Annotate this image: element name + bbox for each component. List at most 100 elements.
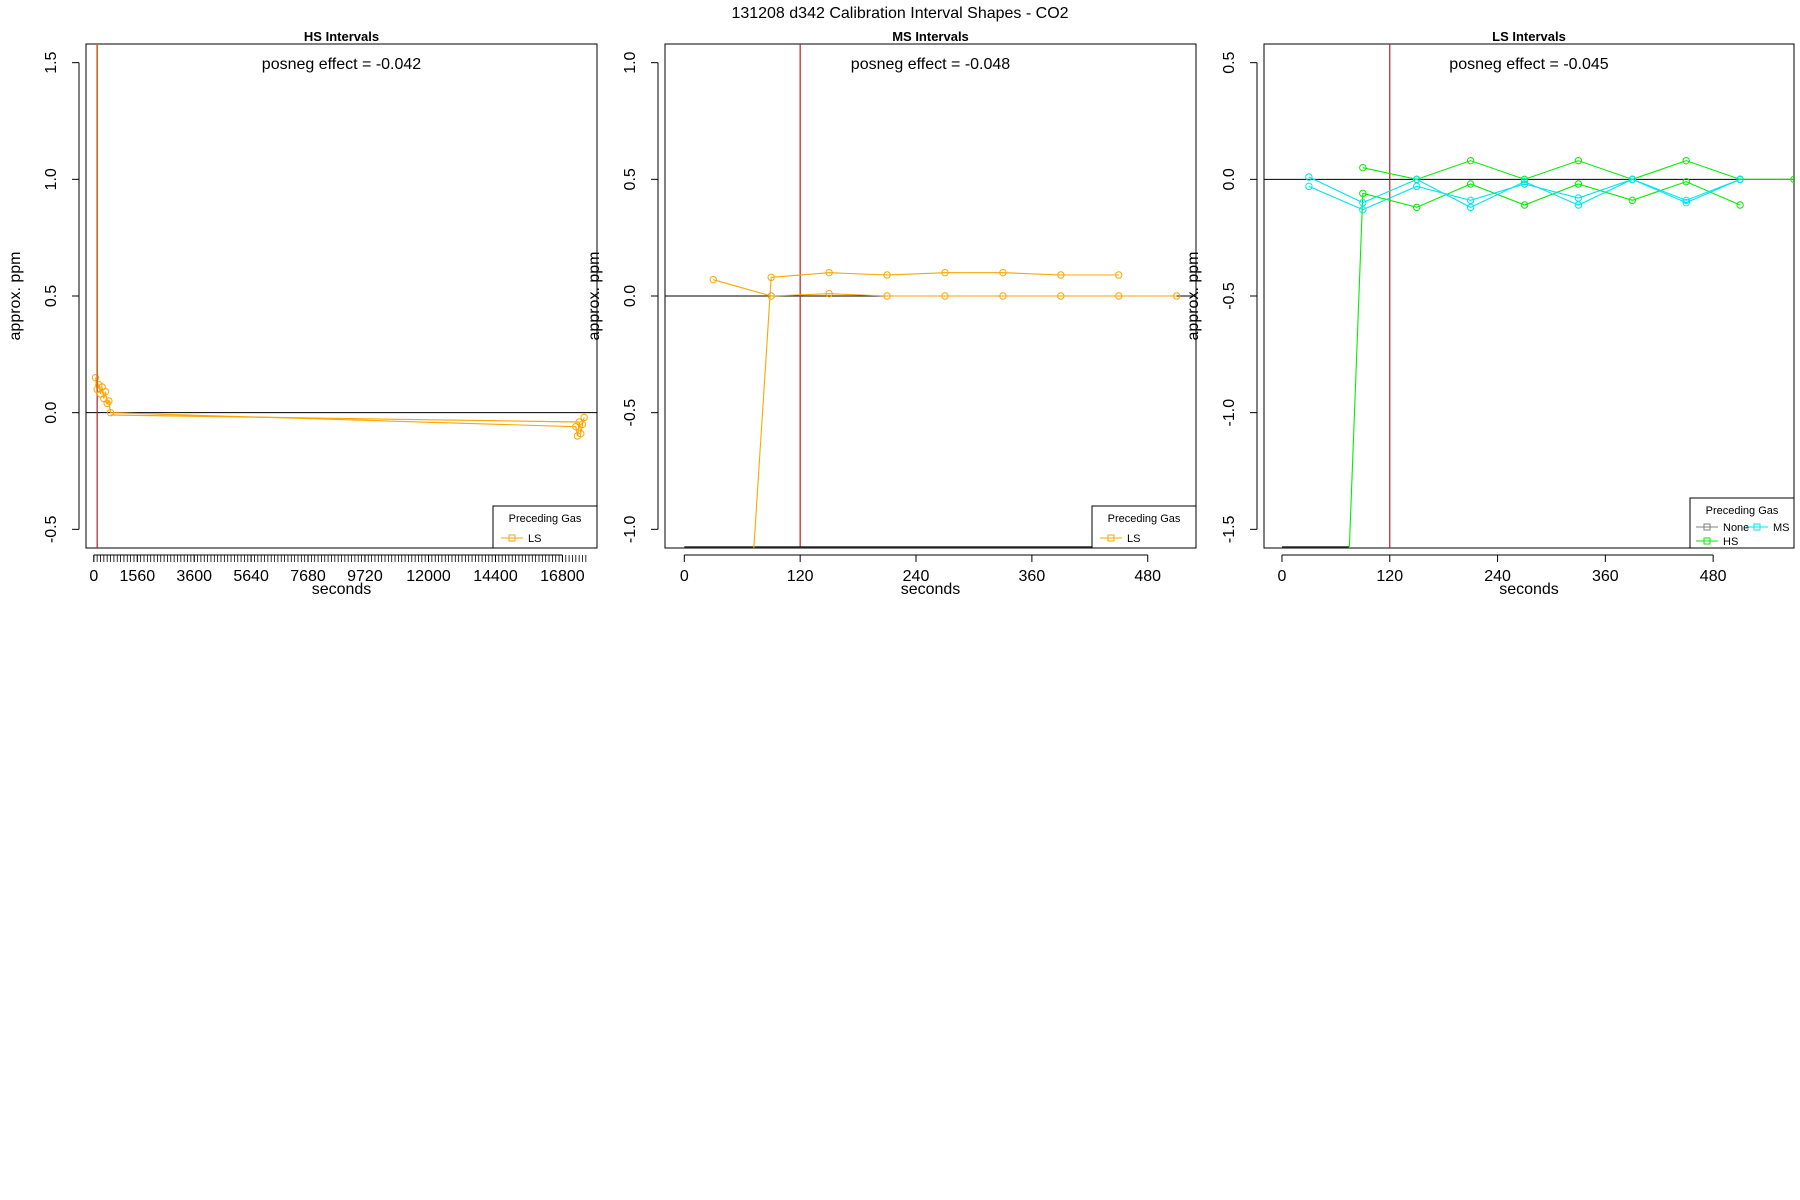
series-line — [1308, 178, 1741, 211]
data-point — [1466, 180, 1475, 188]
x-axis-label: seconds — [1499, 581, 1559, 598]
x-tick-label: 240 — [903, 568, 930, 585]
x-tick-label: 12000 — [406, 568, 451, 585]
y-tick-label: 0.0 — [1221, 168, 1238, 190]
data-point — [103, 399, 111, 408]
x-tick-label: 16800 — [540, 568, 585, 585]
y-tick-label: -0.5 — [43, 515, 60, 543]
y-tick-label: -0.5 — [1221, 282, 1238, 310]
series-jump-line — [753, 277, 772, 548]
data-point — [1466, 156, 1475, 165]
legend: Preceding Gas LS — [492, 505, 598, 549]
data-point — [767, 292, 775, 300]
legend-box — [1689, 497, 1795, 549]
data-point — [1682, 156, 1690, 165]
data-point — [941, 268, 949, 277]
x-tick-label: 240 — [1484, 568, 1511, 585]
data-point — [1790, 175, 1794, 184]
data-point — [1172, 292, 1181, 300]
data-point — [1628, 175, 1637, 184]
x-tick-label: 120 — [787, 568, 814, 585]
x-tick-label: 120 — [1376, 568, 1403, 585]
legend-label-hs: HS — [1723, 536, 1738, 548]
x-axis: 0 1560 3600 5640 7680 9720 12000 14400 16800 — [89, 554, 587, 585]
posneg-annotation: posneg effect = -0.042 — [262, 56, 421, 73]
x-tick-label: 9720 — [347, 568, 383, 585]
data-point — [578, 420, 587, 429]
plot-frame — [1263, 43, 1795, 549]
y-axis-label: approx. ppm — [1185, 252, 1202, 341]
y-axis: -1.5 -1.0 -0.5 0.0 0.5 — [1221, 51, 1258, 543]
data-point — [1574, 194, 1583, 202]
x-tick-label: 360 — [1019, 568, 1046, 585]
data-point — [1682, 198, 1690, 207]
x-axis: 0 120 240 360 480 — [1278, 554, 1727, 585]
x-tick-label: 1560 — [120, 568, 156, 585]
data-point — [1574, 156, 1583, 165]
legend-label-none: None — [1723, 522, 1749, 534]
figure-title: 131208 d342 Calibration Interval Shapes … — [731, 5, 1068, 22]
data-point — [577, 429, 585, 438]
data-layer — [1264, 44, 1794, 548]
y-tick-label: -0.5 — [622, 399, 639, 427]
data-point — [1057, 271, 1065, 279]
legend-marker-ls — [1107, 534, 1115, 542]
data-point — [1413, 203, 1421, 212]
data-point — [105, 397, 113, 405]
series-line — [771, 272, 1119, 278]
legend-label-ls: LS — [528, 533, 541, 545]
x-tick-label: 7680 — [290, 568, 326, 585]
series-line — [1362, 160, 1794, 180]
x-axis: 0 120 240 360 480 — [680, 554, 1161, 585]
plot-frame — [85, 43, 598, 549]
data-point — [709, 275, 717, 284]
data-point — [580, 413, 588, 422]
x-tick-label: 480 — [1700, 568, 1727, 585]
panel-title: LS Intervals — [1492, 29, 1566, 44]
data-point — [1359, 163, 1367, 172]
data-point — [999, 268, 1007, 277]
legend-marker-ms — [1753, 523, 1761, 531]
y-tick-label: -1.0 — [1221, 399, 1238, 427]
posneg-annotation: posneg effect = -0.045 — [1449, 56, 1608, 73]
legend: Preceding Gas LS — [1091, 505, 1197, 549]
legend-title: Preceding Gas — [1706, 505, 1779, 517]
panel-title: HS Intervals — [304, 29, 379, 44]
data-layer — [665, 44, 1196, 548]
y-axis: -1.0 -0.5 0.0 0.5 1.0 — [622, 51, 659, 543]
data-point — [1520, 201, 1529, 209]
data-point — [1305, 182, 1313, 191]
y-tick-label: 1.5 — [43, 51, 60, 73]
data-point — [91, 373, 100, 382]
data-point — [1736, 175, 1744, 184]
legend: Preceding Gas None MS HS — [1689, 497, 1795, 549]
data-point — [883, 292, 891, 300]
series-line — [1362, 181, 1741, 208]
y-tick-label: 0.0 — [622, 285, 639, 307]
legend-marker-hs — [1703, 537, 1711, 545]
x-tick-label: 3600 — [176, 568, 212, 585]
data-point — [1115, 292, 1123, 300]
panel-ls-intervals: LS Intervals posneg effect = -0.045 second… — [1185, 29, 1795, 598]
legend-label-ms: MS — [1773, 522, 1790, 534]
legend-marker-none — [1703, 523, 1711, 531]
x-tick-label: 0 — [89, 568, 98, 585]
data-point — [1359, 198, 1367, 207]
series-line — [94, 377, 585, 437]
data-point — [1466, 203, 1475, 212]
series-connector-line — [110, 414, 580, 423]
panel-title: MS Intervals — [892, 29, 969, 44]
data-point — [1305, 173, 1313, 181]
x-tick-label: 0 — [1278, 568, 1287, 585]
data-point — [101, 387, 110, 396]
data-point — [999, 292, 1007, 300]
data-point — [1359, 205, 1367, 214]
data-point — [1682, 177, 1690, 186]
panel-hs-intervals: HS Intervals posneg effect = -0.042 second… — [7, 29, 598, 598]
data-point — [825, 289, 833, 298]
data-point — [1628, 196, 1637, 205]
data-point — [1520, 180, 1529, 188]
data-point — [1057, 292, 1065, 300]
panel-ms-intervals: MS Intervals posneg effect = -0.048 second… — [586, 29, 1197, 598]
data-point — [1413, 175, 1421, 184]
